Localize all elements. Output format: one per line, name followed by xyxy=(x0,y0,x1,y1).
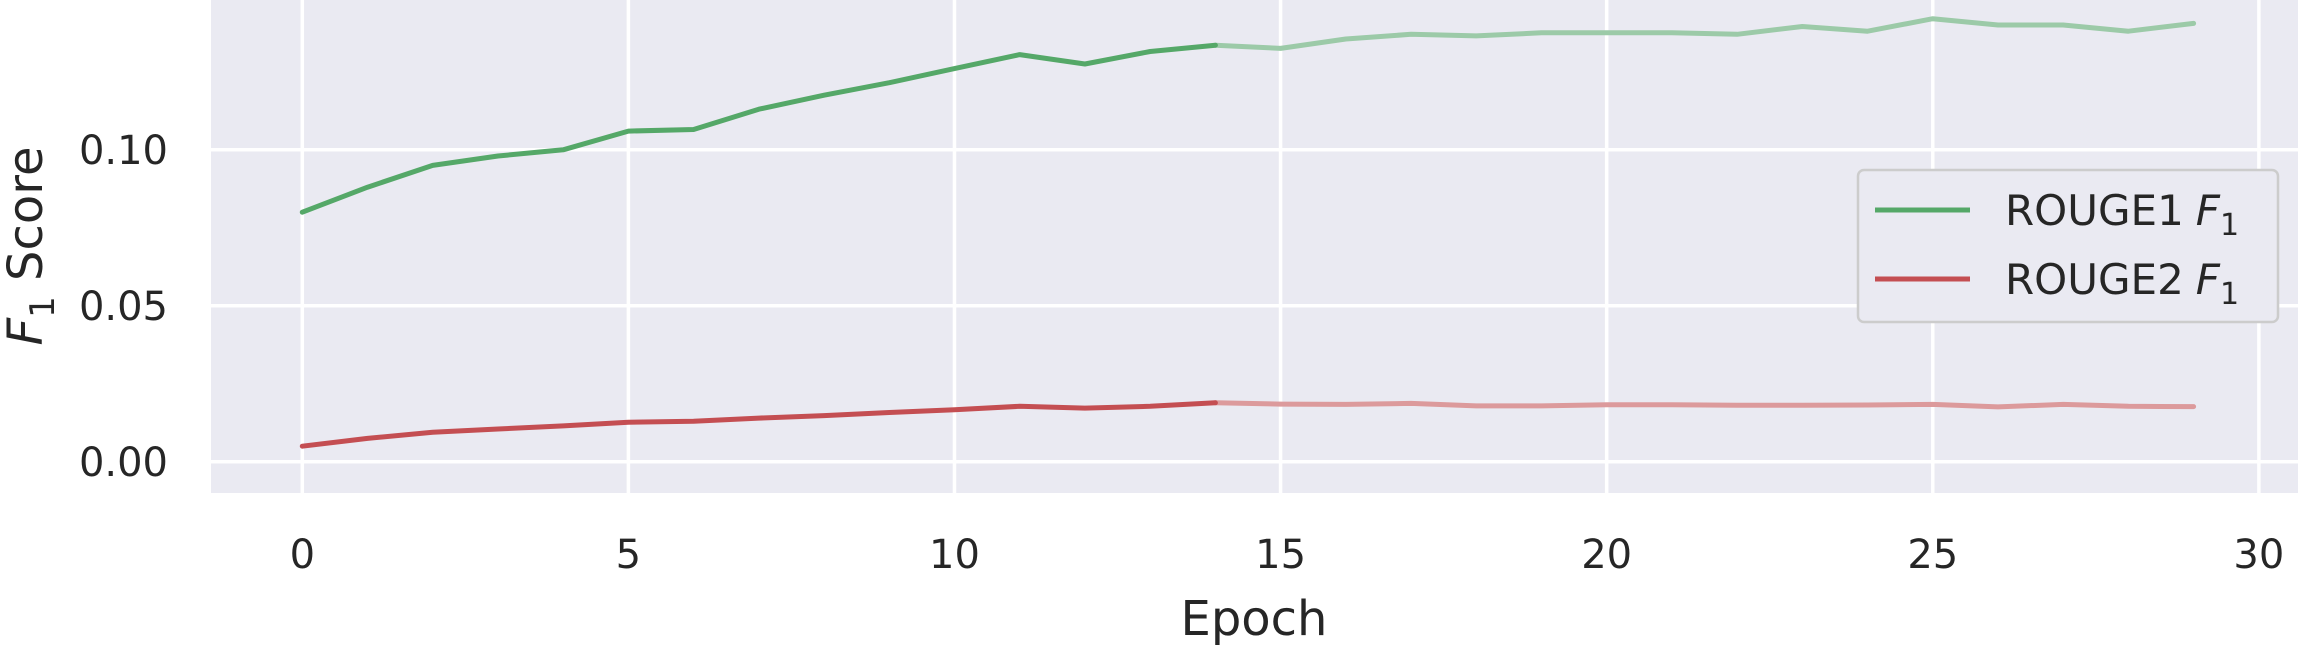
x-tick-label: 15 xyxy=(1255,532,1306,578)
y-axis-label-rest: Score xyxy=(0,147,54,297)
x-tick-label: 25 xyxy=(1907,532,1958,578)
y-tick-label: 0.00 xyxy=(79,440,168,486)
series-line-rouge2 xyxy=(299,400,1218,449)
series-line-rouge1-faded xyxy=(1212,16,2197,51)
y-axis-label: F1 Score xyxy=(0,147,63,346)
legend: ROUGE1 F1 ROUGE2 F1 xyxy=(1856,168,2280,324)
series-line-rouge2-faded xyxy=(1212,400,2197,410)
x-tick-labels: 0 5 10 15 20 25 30 xyxy=(290,532,2285,578)
legend-label-rouge1-sub: 1 xyxy=(2220,208,2239,243)
series-line-rouge1 xyxy=(299,42,1218,215)
x-tick-label: 30 xyxy=(2233,532,2284,578)
legend-label-rouge2-name: ROUGE2 xyxy=(2005,255,2184,304)
x-tick-label: 0 xyxy=(290,532,315,578)
x-tick-label: 5 xyxy=(616,532,641,578)
y-tick-label: 0.05 xyxy=(79,284,168,330)
series-layer xyxy=(299,16,2197,449)
y-axis-label-sub: 1 xyxy=(23,296,63,318)
x-tick-label: 20 xyxy=(1581,532,1632,578)
legend-label-rouge1: ROUGE1 F1 xyxy=(2005,186,2239,243)
x-axis-label: Epoch xyxy=(1181,591,1328,645)
x-tick-label: 10 xyxy=(929,532,980,578)
legend-label-rouge2-sub: 1 xyxy=(2220,277,2239,312)
legend-label-rouge1-name: ROUGE1 xyxy=(2005,186,2184,235)
y-axis-label-base: F xyxy=(0,316,54,345)
y-tick-label: 0.10 xyxy=(79,128,168,174)
legend-label-rouge2: ROUGE2 F1 xyxy=(2005,255,2239,312)
y-tick-labels: 0.00 0.05 0.10 xyxy=(79,128,168,486)
